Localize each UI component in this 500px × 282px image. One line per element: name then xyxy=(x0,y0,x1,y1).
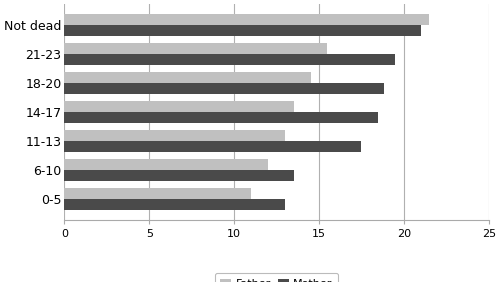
Bar xyxy=(64,130,285,141)
Bar xyxy=(64,101,294,112)
Bar xyxy=(64,54,396,65)
Bar xyxy=(64,83,384,94)
Bar xyxy=(64,141,362,152)
Bar xyxy=(64,112,378,123)
Bar xyxy=(64,25,421,36)
Bar xyxy=(64,188,251,199)
Bar xyxy=(64,14,430,25)
Bar xyxy=(64,43,328,54)
Bar xyxy=(64,159,268,170)
Legend: Father, Mother: Father, Mother xyxy=(215,273,338,282)
Bar xyxy=(64,170,294,181)
Bar xyxy=(64,199,285,210)
Bar xyxy=(64,72,310,83)
